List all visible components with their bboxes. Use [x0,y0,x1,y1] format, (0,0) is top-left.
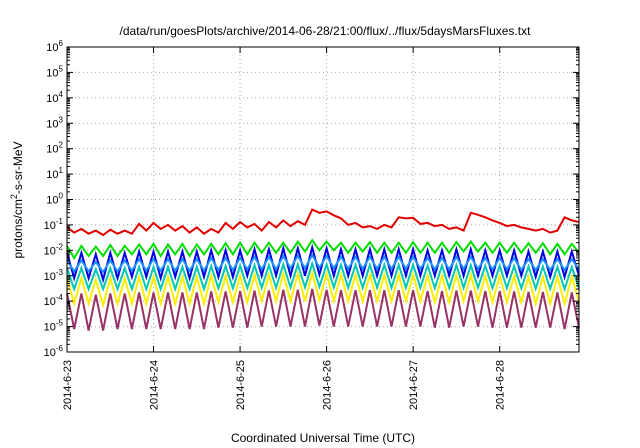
y-tick-base: 10 [44,296,56,308]
y-tick-exp: 4 [59,90,64,99]
y-tick-base: 10 [46,195,58,207]
y-tick-exp: -5 [56,319,64,328]
y-tick-label: 102 [46,141,63,156]
series-line-1 [66,208,580,237]
y-tick-exp: 1 [59,166,64,175]
y-tick-exp: 2 [59,141,64,150]
y-tick-exp: 6 [59,39,64,48]
y-tick-label: 101 [46,166,63,181]
y-tick-base: 10 [44,271,56,283]
y-tick-base: 10 [44,220,56,232]
y-tick-base: 10 [46,67,58,79]
y-axis-ticks: 10-610-510-410-310-210-11001011021031041… [44,39,579,359]
x-tick-label: 2014-6-25 [235,360,247,410]
series-layer [66,208,580,331]
series-line-6 [66,268,580,309]
x-axis-label: Coordinated Universal Time (UTC) [231,431,415,445]
x-tick-label: 2014-6-26 [322,360,334,410]
y-tick-base: 10 [46,93,58,105]
y-tick-label: 10-6 [44,344,64,359]
y-tick-base: 10 [44,347,56,359]
y-axis-label: protons/cm2-s-sr-MeV [9,141,25,258]
series-line-2 [66,238,580,260]
y-tick-exp: -2 [56,242,64,251]
series-line-7 [66,288,580,331]
y-tick-label: 10-4 [44,293,64,308]
x-tick-label: 2014-6-24 [149,360,161,410]
x-tick-label: 2014-6-28 [495,360,507,410]
y-tick-label: 100 [46,192,63,207]
x-axis-ticks: 2014-6-23 2014-6-24 2014-6-25 2014-6-26 2014… [62,47,507,410]
y-tick-base: 10 [46,169,58,181]
y-tick-label: 10-3 [44,268,64,283]
chart-title: /data/run/goesPlots/archive/2014-06-28/2… [120,24,532,38]
y-tick-exp: -3 [56,268,64,277]
y-tick-exp: 3 [59,115,64,124]
y-tick-base: 10 [44,322,56,334]
y-tick-exp: -4 [56,293,64,302]
x-tick-label: 2014-6-27 [408,360,420,410]
y-axis-label-prefix: protons/cm [11,199,25,258]
y-tick-exp: -6 [56,344,64,353]
y-tick-exp: 5 [59,64,64,73]
y-tick-label: 103 [46,115,63,130]
y-tick-exp: 0 [59,192,64,201]
y-tick-label: 105 [46,64,63,79]
y-axis-label-sup: 2 [9,194,19,199]
y-tick-label: 106 [46,39,63,54]
x-tick-label: 2014-6-23 [62,360,74,410]
y-tick-exp: -1 [56,217,64,226]
y-tick-label: 104 [46,90,63,105]
y-tick-base: 10 [46,144,58,156]
y-tick-label: 10-5 [44,319,64,334]
y-tick-base: 10 [44,245,56,257]
series-line-4 [66,253,580,274]
y-tick-base: 10 [46,118,58,130]
series-line-5 [66,260,580,293]
y-axis-label-suffix: -s-sr-MeV [11,141,25,194]
y-tick-label: 10-1 [44,217,64,232]
y-tick-base: 10 [46,42,58,54]
y-tick-label: 10-2 [44,242,64,257]
